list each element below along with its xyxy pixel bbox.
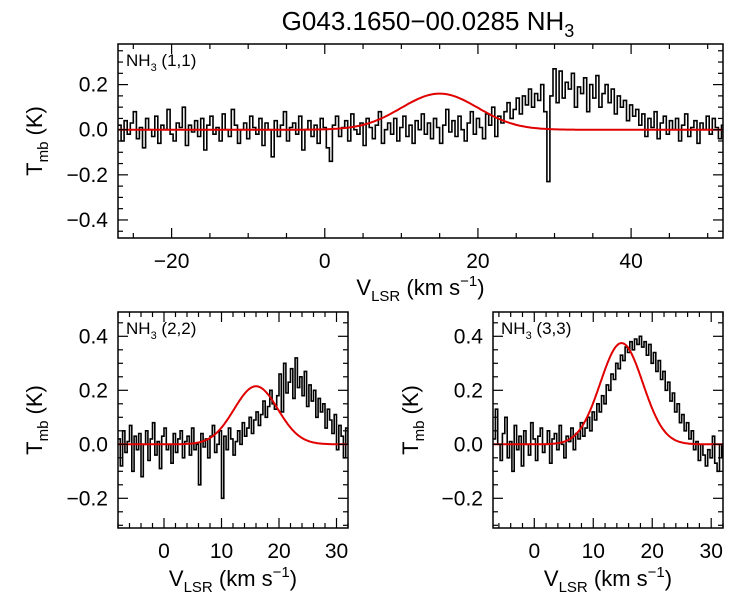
x-tick-label: −20 — [154, 250, 190, 273]
y-tick-label: −0.2 — [67, 164, 108, 187]
x-axis-title: VLSR (km s−1) — [169, 564, 297, 596]
panel-nh3-1-1: −20 0 20 40 −0.4 −0.2 0.0 0.2 NH3 (1,1) VLSR (km … — [22, 43, 724, 305]
y-tick-label: −0.2 — [67, 487, 108, 510]
y-tick-label: 0.0 — [79, 433, 108, 456]
plot-frame — [117, 43, 724, 239]
x-tick-label: 20 — [641, 540, 664, 563]
y-tick-label: 0.2 — [79, 379, 108, 402]
panel-label: NH3 (1,1) — [126, 51, 196, 74]
y-tick-label: 0.0 — [79, 119, 108, 142]
y-tick-label: 0.4 — [454, 325, 484, 348]
x-axis-title: VLSR (km s−1) — [544, 564, 672, 596]
x-tick-label: 20 — [267, 540, 290, 563]
gaussian-fit-line — [118, 92, 723, 131]
spectrum-line — [493, 335, 723, 473]
x-tick-label: 20 — [466, 250, 489, 273]
plot-frame — [117, 311, 349, 529]
gaussian-fit-line — [118, 385, 348, 446]
y-tick-label: −0.4 — [67, 209, 109, 232]
x-tick-label: 0 — [158, 540, 170, 563]
x-tick-label: 30 — [325, 540, 348, 563]
y-axis-title: Tmb (K) — [398, 385, 428, 455]
gaussian-fit-line — [493, 342, 723, 446]
x-tick-label: 0 — [319, 250, 331, 273]
spectrum-line — [118, 68, 723, 183]
y-axis-title: Tmb (K) — [22, 106, 52, 176]
y-tick-label: −0.2 — [442, 487, 483, 510]
panel-label: NH3 (3,3) — [501, 319, 571, 342]
y-tick-label: 0.0 — [454, 433, 483, 456]
y-axis-title: Tmb (K) — [22, 385, 52, 455]
panel-nh3-2-2: 0 10 20 30 −0.2 0.0 0.2 0.4 NH3 (2,2) VLSR (km s−… — [22, 311, 349, 596]
panel-label: NH3 (2,2) — [126, 319, 196, 342]
x-tick-label: 10 — [210, 540, 233, 563]
x-axis-title: VLSR (km s−1) — [356, 273, 484, 305]
plot-frame — [492, 311, 724, 529]
x-tick-label: 0 — [528, 540, 540, 563]
y-tick-label: 0.4 — [79, 325, 109, 348]
panel-nh3-3-3: 0 10 20 30 −0.2 0.0 0.2 0.4 NH3 (3,3) VLSR (km s−… — [398, 311, 724, 596]
y-tick-label: 0.2 — [454, 379, 483, 402]
figure-title: G043.1650−00.0285 NH3 — [282, 6, 575, 41]
y-tick-label: 0.2 — [79, 74, 108, 97]
spectrum-line — [118, 357, 348, 500]
x-tick-label: 30 — [700, 540, 723, 563]
x-tick-label: 10 — [582, 540, 605, 563]
x-tick-label: 40 — [619, 250, 642, 273]
